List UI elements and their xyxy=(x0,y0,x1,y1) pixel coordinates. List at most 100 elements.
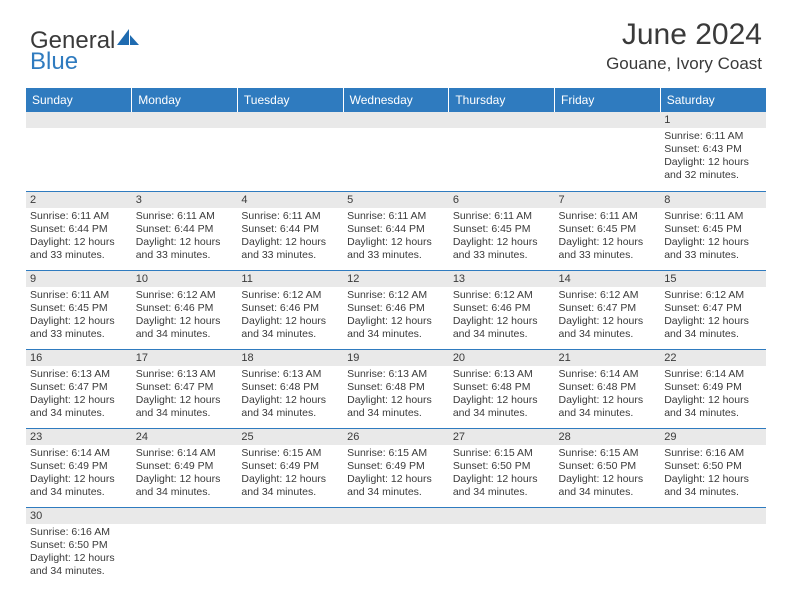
day-number: 28 xyxy=(555,429,661,445)
day-details: Sunrise: 6:11 AMSunset: 6:45 PMDaylight:… xyxy=(555,208,661,265)
calendar-cell: 5Sunrise: 6:11 AMSunset: 6:44 PMDaylight… xyxy=(343,191,449,270)
calendar-cell: 9Sunrise: 6:11 AMSunset: 6:45 PMDaylight… xyxy=(26,270,132,349)
calendar-cell: 4Sunrise: 6:11 AMSunset: 6:44 PMDaylight… xyxy=(237,191,343,270)
empty-day-bar xyxy=(237,508,343,524)
empty-day-bar xyxy=(132,112,238,128)
calendar-cell: 25Sunrise: 6:15 AMSunset: 6:49 PMDayligh… xyxy=(237,428,343,507)
page-header: General June 2024 Gouane, Ivory Coast xyxy=(0,0,792,82)
day-header: Friday xyxy=(555,88,661,112)
calendar-cell: 13Sunrise: 6:12 AMSunset: 6:46 PMDayligh… xyxy=(449,270,555,349)
calendar-cell: 8Sunrise: 6:11 AMSunset: 6:45 PMDaylight… xyxy=(660,191,766,270)
empty-day-bar xyxy=(555,508,661,524)
day-number: 12 xyxy=(343,271,449,287)
day-number: 20 xyxy=(449,350,555,366)
calendar-cell: 19Sunrise: 6:13 AMSunset: 6:48 PMDayligh… xyxy=(343,349,449,428)
calendar-cell: 29Sunrise: 6:16 AMSunset: 6:50 PMDayligh… xyxy=(660,428,766,507)
day-details: Sunrise: 6:12 AMSunset: 6:46 PMDaylight:… xyxy=(237,287,343,344)
day-details: Sunrise: 6:14 AMSunset: 6:48 PMDaylight:… xyxy=(555,366,661,423)
day-number: 6 xyxy=(449,192,555,208)
day-details: Sunrise: 6:16 AMSunset: 6:50 PMDaylight:… xyxy=(660,445,766,502)
calendar-cell: 18Sunrise: 6:13 AMSunset: 6:48 PMDayligh… xyxy=(237,349,343,428)
day-details: Sunrise: 6:14 AMSunset: 6:49 PMDaylight:… xyxy=(132,445,238,502)
calendar-cell xyxy=(132,507,238,586)
empty-day-bar xyxy=(237,112,343,128)
day-details: Sunrise: 6:15 AMSunset: 6:49 PMDaylight:… xyxy=(237,445,343,502)
day-number: 25 xyxy=(237,429,343,445)
day-number: 15 xyxy=(660,271,766,287)
calendar-cell: 7Sunrise: 6:11 AMSunset: 6:45 PMDaylight… xyxy=(555,191,661,270)
day-number: 13 xyxy=(449,271,555,287)
calendar-cell xyxy=(555,112,661,191)
calendar-cell xyxy=(449,507,555,586)
day-details: Sunrise: 6:13 AMSunset: 6:47 PMDaylight:… xyxy=(26,366,132,423)
calendar-cell: 11Sunrise: 6:12 AMSunset: 6:46 PMDayligh… xyxy=(237,270,343,349)
sail-icon xyxy=(117,26,139,54)
calendar-cell: 23Sunrise: 6:14 AMSunset: 6:49 PMDayligh… xyxy=(26,428,132,507)
day-number: 11 xyxy=(237,271,343,287)
calendar-cell: 21Sunrise: 6:14 AMSunset: 6:48 PMDayligh… xyxy=(555,349,661,428)
day-number: 8 xyxy=(660,192,766,208)
day-details: Sunrise: 6:15 AMSunset: 6:50 PMDaylight:… xyxy=(555,445,661,502)
day-header: Wednesday xyxy=(343,88,449,112)
day-number: 7 xyxy=(555,192,661,208)
empty-day-bar xyxy=(132,508,238,524)
day-details: Sunrise: 6:13 AMSunset: 6:48 PMDaylight:… xyxy=(449,366,555,423)
day-details: Sunrise: 6:12 AMSunset: 6:46 PMDaylight:… xyxy=(343,287,449,344)
calendar-cell xyxy=(132,112,238,191)
calendar-cell: 28Sunrise: 6:15 AMSunset: 6:50 PMDayligh… xyxy=(555,428,661,507)
empty-day-bar xyxy=(449,508,555,524)
day-number: 1 xyxy=(660,112,766,128)
day-details: Sunrise: 6:11 AMSunset: 6:43 PMDaylight:… xyxy=(660,128,766,185)
day-details: Sunrise: 6:14 AMSunset: 6:49 PMDaylight:… xyxy=(26,445,132,502)
day-header: Tuesday xyxy=(237,88,343,112)
day-header: Monday xyxy=(132,88,238,112)
brand-text-2: Blue xyxy=(30,48,78,76)
calendar-week-row: 16Sunrise: 6:13 AMSunset: 6:47 PMDayligh… xyxy=(26,349,766,428)
day-details: Sunrise: 6:12 AMSunset: 6:46 PMDaylight:… xyxy=(449,287,555,344)
empty-day-bar xyxy=(343,508,449,524)
day-details: Sunrise: 6:15 AMSunset: 6:50 PMDaylight:… xyxy=(449,445,555,502)
location-text: Gouane, Ivory Coast xyxy=(606,54,762,74)
calendar-week-row: 23Sunrise: 6:14 AMSunset: 6:49 PMDayligh… xyxy=(26,428,766,507)
calendar-cell: 27Sunrise: 6:15 AMSunset: 6:50 PMDayligh… xyxy=(449,428,555,507)
day-details: Sunrise: 6:15 AMSunset: 6:49 PMDaylight:… xyxy=(343,445,449,502)
calendar-cell xyxy=(237,507,343,586)
day-details: Sunrise: 6:11 AMSunset: 6:44 PMDaylight:… xyxy=(237,208,343,265)
calendar-cell: 12Sunrise: 6:12 AMSunset: 6:46 PMDayligh… xyxy=(343,270,449,349)
calendar-cell xyxy=(343,507,449,586)
calendar-cell: 20Sunrise: 6:13 AMSunset: 6:48 PMDayligh… xyxy=(449,349,555,428)
day-number: 19 xyxy=(343,350,449,366)
day-number: 4 xyxy=(237,192,343,208)
day-details: Sunrise: 6:14 AMSunset: 6:49 PMDaylight:… xyxy=(660,366,766,423)
day-number: 24 xyxy=(132,429,238,445)
day-number: 30 xyxy=(26,508,132,524)
calendar-cell: 16Sunrise: 6:13 AMSunset: 6:47 PMDayligh… xyxy=(26,349,132,428)
empty-day-bar xyxy=(555,112,661,128)
title-block: June 2024 Gouane, Ivory Coast xyxy=(606,18,762,74)
day-number: 9 xyxy=(26,271,132,287)
day-number: 17 xyxy=(132,350,238,366)
calendar-cell xyxy=(555,507,661,586)
empty-day-bar xyxy=(660,508,766,524)
day-number: 23 xyxy=(26,429,132,445)
calendar-cell xyxy=(343,112,449,191)
day-number: 16 xyxy=(26,350,132,366)
day-number: 5 xyxy=(343,192,449,208)
calendar-cell: 3Sunrise: 6:11 AMSunset: 6:44 PMDaylight… xyxy=(132,191,238,270)
day-number: 18 xyxy=(237,350,343,366)
day-header: Saturday xyxy=(660,88,766,112)
day-details: Sunrise: 6:13 AMSunset: 6:47 PMDaylight:… xyxy=(132,366,238,423)
calendar-week-row: 9Sunrise: 6:11 AMSunset: 6:45 PMDaylight… xyxy=(26,270,766,349)
day-details: Sunrise: 6:11 AMSunset: 6:44 PMDaylight:… xyxy=(343,208,449,265)
calendar-week-row: 30Sunrise: 6:16 AMSunset: 6:50 PMDayligh… xyxy=(26,507,766,586)
calendar-week-row: 2Sunrise: 6:11 AMSunset: 6:44 PMDaylight… xyxy=(26,191,766,270)
month-title: June 2024 xyxy=(606,18,762,52)
day-header: Thursday xyxy=(449,88,555,112)
calendar-cell xyxy=(449,112,555,191)
day-details: Sunrise: 6:11 AMSunset: 6:44 PMDaylight:… xyxy=(26,208,132,265)
day-number: 3 xyxy=(132,192,238,208)
calendar-cell: 14Sunrise: 6:12 AMSunset: 6:47 PMDayligh… xyxy=(555,270,661,349)
day-details: Sunrise: 6:13 AMSunset: 6:48 PMDaylight:… xyxy=(343,366,449,423)
day-details: Sunrise: 6:12 AMSunset: 6:47 PMDaylight:… xyxy=(555,287,661,344)
day-number: 21 xyxy=(555,350,661,366)
